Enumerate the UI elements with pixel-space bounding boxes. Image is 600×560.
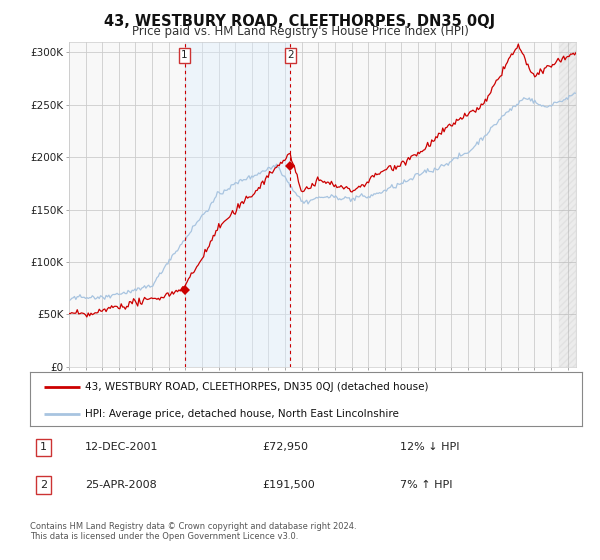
Text: 12% ↓ HPI: 12% ↓ HPI — [400, 442, 460, 452]
Text: 25-APR-2008: 25-APR-2008 — [85, 480, 157, 490]
Text: 43, WESTBURY ROAD, CLEETHORPES, DN35 0QJ (detached house): 43, WESTBURY ROAD, CLEETHORPES, DN35 0QJ… — [85, 382, 428, 393]
Text: 7% ↑ HPI: 7% ↑ HPI — [400, 480, 452, 490]
Text: 2: 2 — [287, 50, 294, 60]
Text: Price paid vs. HM Land Registry's House Price Index (HPI): Price paid vs. HM Land Registry's House … — [131, 25, 469, 38]
Text: Contains HM Land Registry data © Crown copyright and database right 2024.
This d: Contains HM Land Registry data © Crown c… — [30, 522, 356, 542]
Text: HPI: Average price, detached house, North East Lincolnshire: HPI: Average price, detached house, Nort… — [85, 409, 399, 419]
Text: £72,950: £72,950 — [262, 442, 308, 452]
Text: 12-DEC-2001: 12-DEC-2001 — [85, 442, 158, 452]
Text: 1: 1 — [181, 50, 188, 60]
Bar — [185, 42, 290, 367]
Bar — [559, 42, 576, 367]
Text: 43, WESTBURY ROAD, CLEETHORPES, DN35 0QJ: 43, WESTBURY ROAD, CLEETHORPES, DN35 0QJ — [104, 14, 496, 29]
Text: 2: 2 — [40, 480, 47, 490]
Text: 1: 1 — [40, 442, 47, 452]
Text: £191,500: £191,500 — [262, 480, 314, 490]
